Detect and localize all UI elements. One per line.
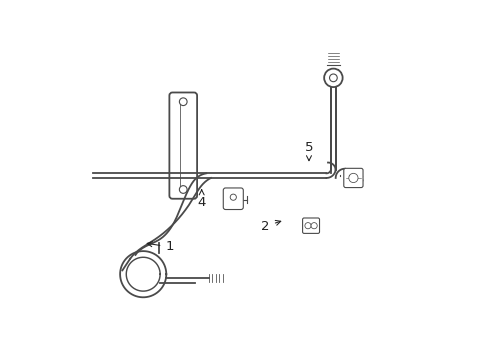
FancyBboxPatch shape: [302, 218, 319, 233]
FancyBboxPatch shape: [223, 188, 243, 210]
Text: 5: 5: [304, 141, 313, 161]
FancyBboxPatch shape: [169, 93, 197, 199]
Circle shape: [179, 98, 187, 105]
Circle shape: [305, 222, 310, 229]
Text: 3: 3: [348, 172, 363, 185]
FancyBboxPatch shape: [343, 168, 362, 188]
Circle shape: [329, 74, 337, 82]
Circle shape: [179, 186, 187, 193]
Circle shape: [310, 222, 317, 229]
Circle shape: [348, 173, 357, 183]
Circle shape: [324, 69, 342, 87]
Text: 1: 1: [147, 240, 174, 253]
Circle shape: [230, 194, 236, 200]
Text: 4: 4: [197, 190, 205, 209]
Text: 2: 2: [261, 220, 280, 233]
